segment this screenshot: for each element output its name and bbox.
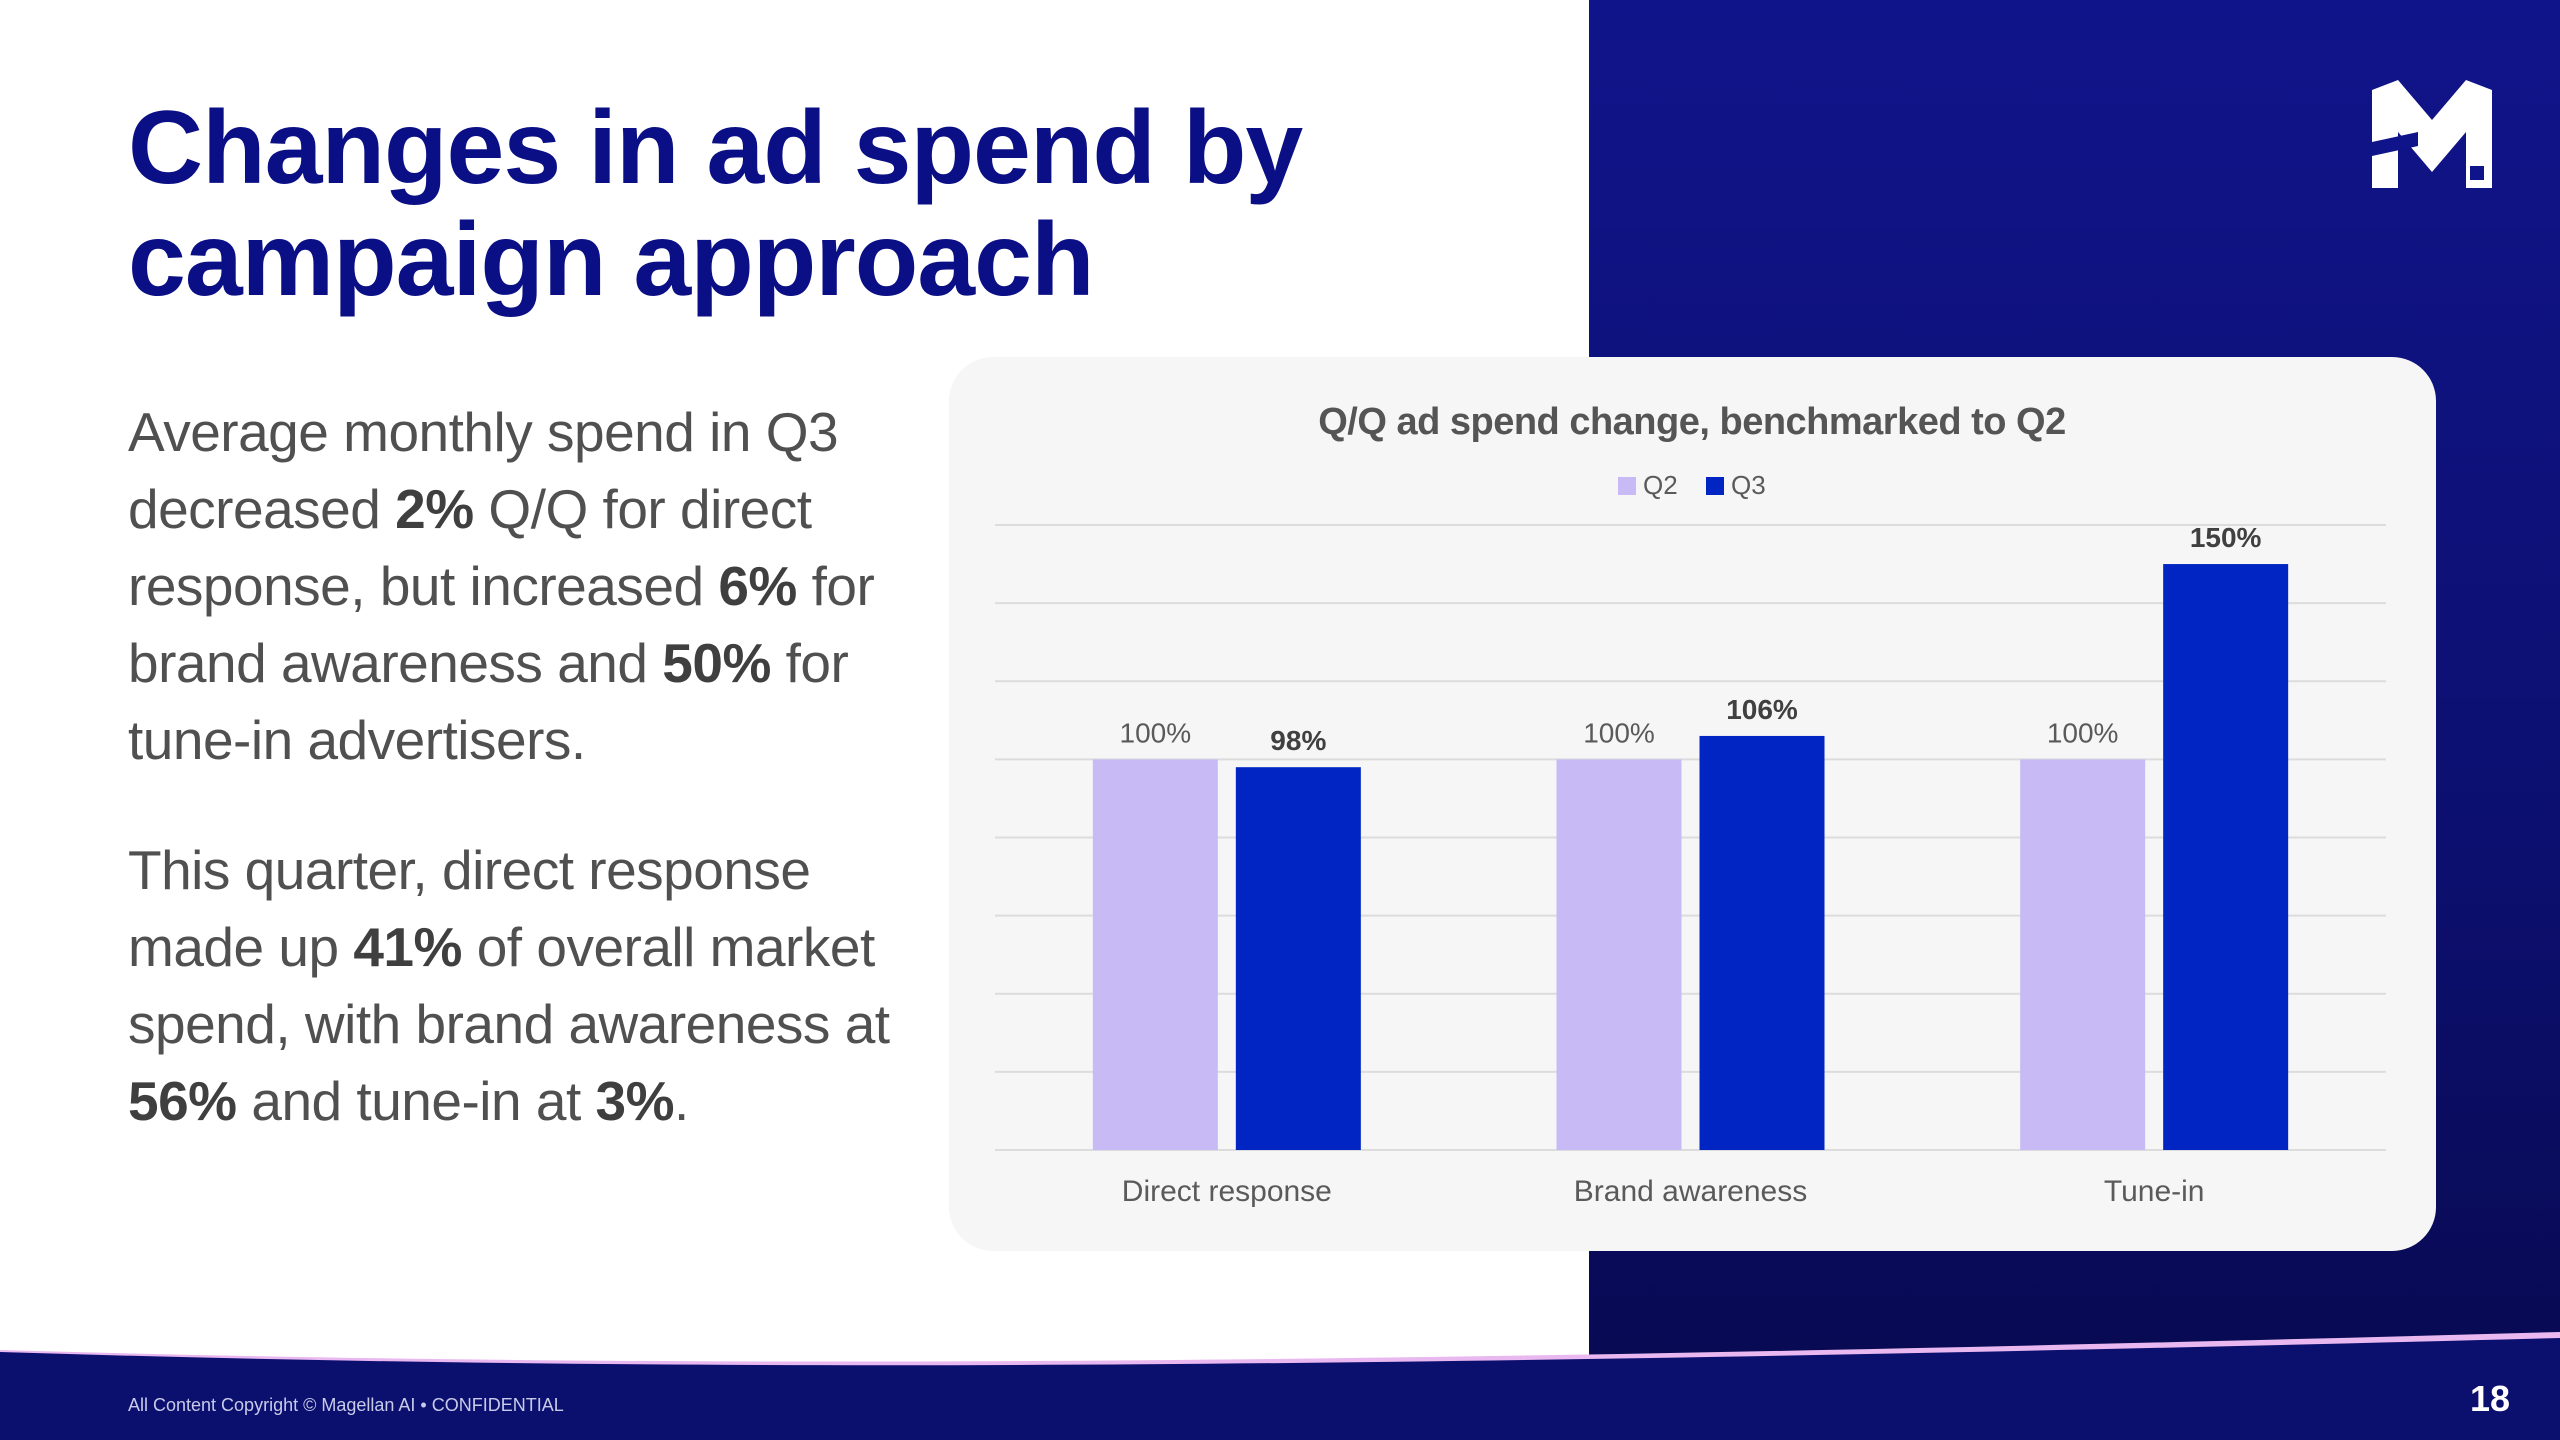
highlight-stat: 6%	[718, 555, 797, 617]
highlight-stat: 56%	[128, 1070, 237, 1132]
magellan-logo-icon	[2372, 80, 2492, 188]
text-segment: of overall market spend, with brand awar…	[128, 916, 890, 1055]
ad-spend-bar-chart: Q/Q ad spend change, benchmarked to Q2 Q2…	[995, 401, 2386, 1208]
summary-text: Average monthly spend in Q3 decreased 2%…	[128, 394, 908, 1193]
page-title: Changes in ad spend by campaign approach	[128, 90, 1303, 318]
legend-label-q3: Q3	[1731, 470, 1766, 500]
text-segment: This quarter, direct response made up	[128, 839, 811, 978]
bar-q3-brand-awareness	[1699, 735, 1825, 1150]
highlight-stat: 41%	[353, 916, 462, 978]
bar-q3-direct-response	[1235, 767, 1361, 1150]
data-label: 150%	[2190, 522, 2262, 553]
text-segment: .	[674, 1070, 689, 1132]
summary-paragraph-2: This quarter, direct response made up 41…	[128, 832, 908, 1140]
x-tick-label: Tune-in	[2104, 1175, 2205, 1208]
x-tick-label: Direct response	[1122, 1175, 1332, 1208]
bar-q3-tune-in	[2163, 564, 2289, 1150]
bar-q2-tune-in	[2020, 759, 2146, 1150]
text-segment: for brand awareness and	[128, 555, 875, 694]
highlight-stat: 3%	[595, 1070, 675, 1132]
legend-label-q2: Q2	[1643, 470, 1678, 500]
bar-q2-brand-awareness	[1556, 759, 1682, 1150]
chart-title: Q/Q ad spend change, benchmarked to Q2	[1318, 401, 2066, 443]
bar-q2-direct-response	[1092, 759, 1218, 1150]
data-label: 100%	[1583, 717, 1655, 748]
data-label: 100%	[2047, 717, 2119, 748]
page-number: 18	[2469, 1378, 2510, 1419]
chart-card: Q/Q ad spend change, benchmarked to Q2 Q2…	[949, 357, 2436, 1251]
x-tick-label: Brand awareness	[1574, 1175, 1807, 1208]
data-label: 106%	[1726, 694, 1798, 725]
text-segment: Q/Q for direct response, but increased	[128, 478, 812, 617]
data-label: 100%	[1120, 717, 1192, 748]
highlight-stat: 50%	[662, 632, 771, 694]
text-segment: Average monthly spend in Q3 decreased	[128, 401, 839, 540]
highlight-stat: 2%	[395, 478, 474, 540]
data-label: 98%	[1270, 725, 1326, 756]
legend-swatch-q2	[1618, 477, 1636, 495]
text-segment: for tune-in advertisers.	[128, 632, 849, 771]
text-segment: and tune-in at	[236, 1070, 596, 1132]
copyright-text: All Content Copyright © Magellan AI • CO…	[128, 1395, 564, 1415]
footer-wave	[0, 1332, 2560, 1440]
summary-paragraph-1: Average monthly spend in Q3 decreased 2%…	[128, 394, 908, 779]
legend-swatch-q3	[1706, 477, 1724, 495]
